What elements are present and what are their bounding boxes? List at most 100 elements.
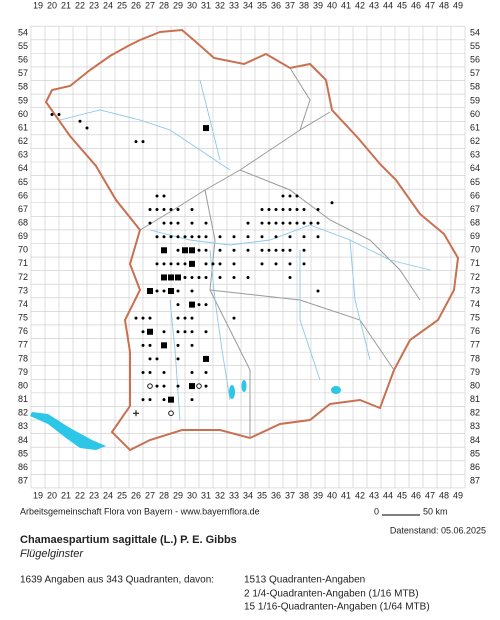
grid	[30, 25, 466, 489]
record-dot	[162, 208, 166, 212]
column-label: 38	[299, 0, 309, 10]
record-dot	[218, 248, 222, 252]
record-dot	[148, 208, 152, 212]
record-dot	[295, 221, 299, 225]
column-label: 49	[453, 490, 463, 500]
record-dot	[183, 275, 187, 279]
record-square	[147, 328, 153, 335]
record-dot	[148, 371, 152, 374]
record-square	[203, 355, 209, 362]
row-label: 60	[470, 109, 480, 119]
row-label: 71	[470, 258, 480, 268]
record-dot	[281, 194, 285, 198]
record-dot	[57, 112, 61, 116]
row-label: 83	[470, 421, 480, 431]
record-dot	[50, 112, 54, 116]
row-label: 72	[470, 272, 480, 282]
column-label: 22	[75, 490, 85, 500]
record-dot	[295, 194, 299, 198]
record-dot	[309, 221, 313, 225]
record-square	[168, 396, 174, 403]
record-dot	[141, 330, 145, 334]
record-dot	[141, 398, 145, 402]
row-label: 87	[18, 476, 28, 486]
column-label: 45	[397, 0, 407, 10]
axis-labels: 19 19 20 20 21 21 22 22 23 23 24 24 25 25 26 26 27 27 28 28…	[18, 0, 480, 500]
column-label: 35	[257, 0, 267, 10]
row-label: 87	[470, 476, 480, 486]
record-dot	[197, 275, 201, 279]
column-label: 33	[229, 0, 239, 10]
row-label: 57	[18, 68, 28, 78]
column-label: 39	[313, 0, 323, 10]
record-square	[189, 247, 195, 254]
column-label: 42	[355, 0, 365, 10]
river	[59, 79, 431, 421]
record-dot	[176, 330, 180, 334]
column-label: 19	[33, 0, 43, 10]
region-outline	[44, 28, 460, 452]
record-dot	[155, 262, 159, 266]
row-label: 56	[18, 55, 28, 65]
row-label: 54	[18, 27, 28, 37]
record-dot	[316, 208, 320, 212]
lake	[229, 385, 235, 399]
column-label: 43	[369, 490, 379, 500]
record-dot	[288, 262, 292, 266]
row-label: 85	[18, 448, 28, 458]
record-dot	[288, 208, 292, 212]
row-label: 79	[18, 367, 28, 377]
row-label: 70	[18, 245, 28, 255]
row-label: 81	[470, 394, 480, 404]
column-label: 25	[117, 490, 127, 500]
column-label: 34	[243, 490, 253, 500]
row-label: 65	[470, 177, 480, 187]
column-label: 39	[313, 490, 323, 500]
record-dot	[176, 248, 180, 252]
record-dot	[190, 330, 194, 334]
column-label: 21	[61, 0, 71, 10]
record-dot	[141, 140, 145, 144]
row-label: 71	[18, 258, 28, 268]
record-dot	[204, 235, 208, 239]
admin-border	[139, 67, 421, 438]
record-dot	[274, 262, 278, 266]
row-label: 59	[18, 95, 28, 105]
row-label: 85	[470, 448, 480, 458]
row-label: 66	[18, 190, 28, 200]
column-label: 29	[173, 490, 183, 500]
row-label: 64	[18, 163, 28, 173]
record-dot	[246, 248, 250, 252]
record-dot	[162, 194, 166, 198]
record-dot	[267, 248, 271, 252]
record-dot	[176, 221, 180, 225]
row-label: 60	[18, 109, 28, 119]
record-dot	[176, 235, 180, 239]
record-dot	[204, 303, 208, 307]
record-square	[161, 342, 167, 349]
record-dot	[176, 303, 180, 307]
row-label: 74	[18, 299, 28, 309]
record-dot	[232, 235, 236, 239]
row-label: 75	[470, 313, 480, 323]
column-label: 31	[201, 490, 211, 500]
record-dot	[176, 384, 180, 388]
column-label: 41	[341, 0, 351, 10]
row-label: 72	[18, 272, 28, 282]
column-label: 26	[131, 0, 141, 10]
row-label: 73	[470, 285, 480, 295]
record-square	[189, 383, 195, 390]
record-dot	[162, 289, 166, 293]
record-dot	[260, 248, 264, 252]
column-label: 49	[453, 0, 463, 10]
record-square	[161, 247, 167, 254]
record-dot	[141, 343, 145, 347]
record-square	[182, 247, 188, 254]
row-label: 61	[470, 122, 480, 132]
column-label: 20	[47, 490, 57, 500]
record-dot	[288, 194, 292, 198]
record-dot	[176, 289, 180, 293]
row-label: 86	[470, 462, 480, 472]
record-dot	[302, 221, 306, 225]
